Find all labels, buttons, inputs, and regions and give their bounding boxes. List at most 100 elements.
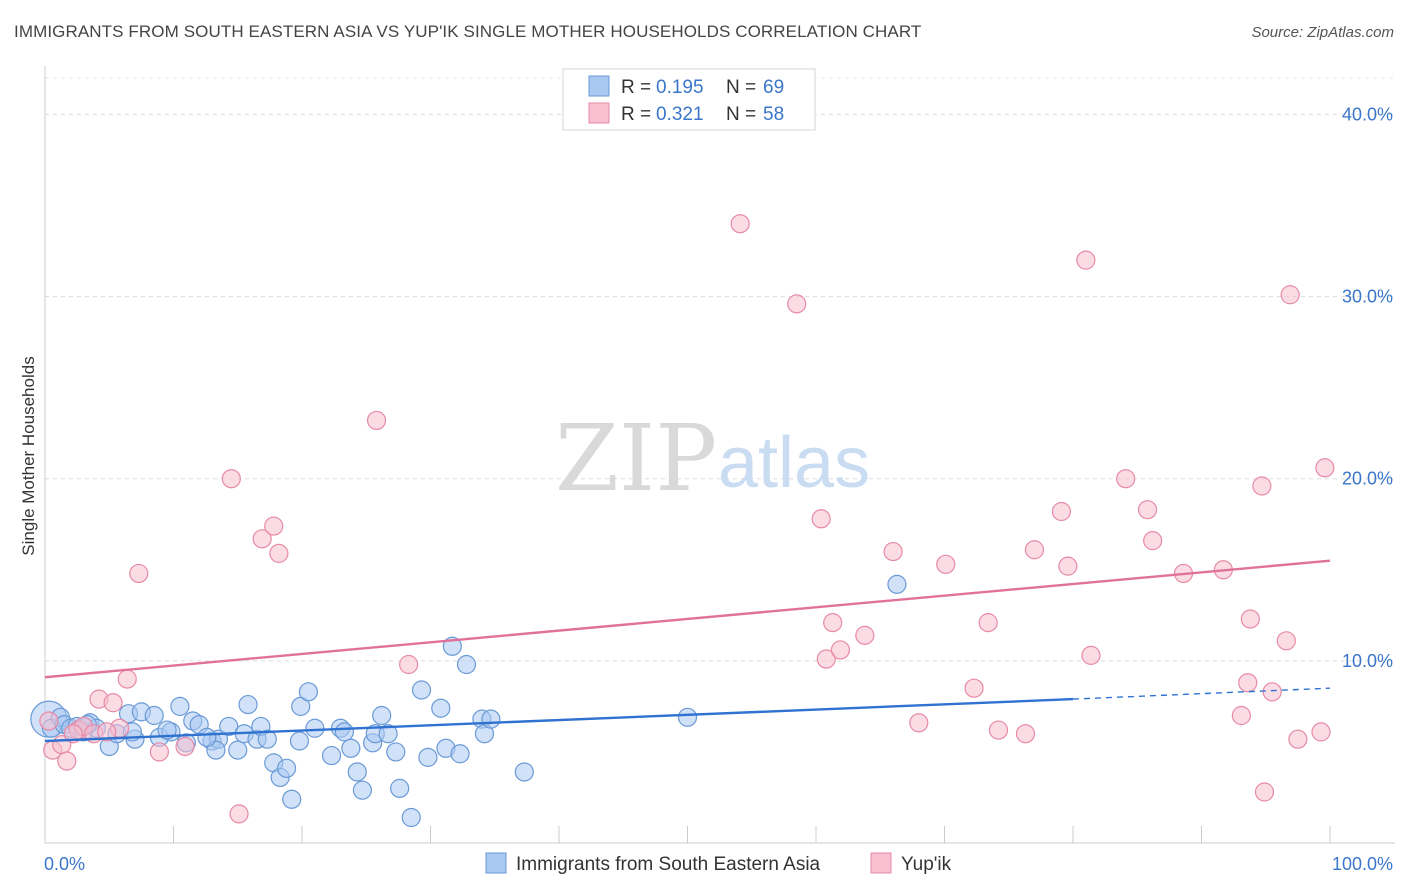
y-tick-label: 40.0% <box>1342 104 1393 124</box>
data-point-pink <box>1252 476 1272 496</box>
data-point-pink <box>1311 722 1331 742</box>
data-point-pink <box>252 529 272 549</box>
data-point-blue <box>372 705 392 726</box>
data-point-blue <box>386 742 406 762</box>
legend-swatch-pink <box>870 852 892 874</box>
data-point-pink <box>366 410 387 431</box>
data-point-pink <box>988 720 1009 740</box>
legend-r-value: 0.195 <box>656 77 704 98</box>
legend-swatch-blue <box>485 852 507 874</box>
data-point-blue <box>341 738 361 758</box>
data-point-pink <box>39 711 59 731</box>
data-point-blue <box>321 745 342 766</box>
data-point-blue <box>144 705 164 726</box>
data-point-pink <box>1051 501 1072 522</box>
data-point-pink <box>964 678 984 698</box>
legend-swatch-blue <box>588 75 610 97</box>
data-point-blue <box>298 682 319 702</box>
data-point-pink <box>1231 705 1251 726</box>
data-point-blue <box>305 718 325 738</box>
data-point-blue <box>390 778 410 798</box>
data-point-pink <box>175 736 195 757</box>
y-tick-label: 10.0% <box>1342 651 1393 671</box>
data-point-pink <box>264 516 284 536</box>
data-point-pink <box>1076 250 1096 270</box>
legend-r-label: R = <box>621 104 651 125</box>
chart-title: IMMIGRANTS FROM SOUTH EASTERN ASIA VS YU… <box>14 22 922 41</box>
data-point-pink <box>1240 609 1260 629</box>
data-point-pink <box>63 724 83 744</box>
watermark-zip: ZIP <box>555 405 717 512</box>
data-point-pink <box>787 294 807 314</box>
data-point-blue <box>514 762 534 782</box>
trend-line-blue <box>44 697 1074 743</box>
data-point-pink <box>149 742 169 762</box>
data-point-blue <box>352 780 372 800</box>
data-point-pink <box>978 613 998 633</box>
data-point-pink <box>1081 645 1101 665</box>
data-point-pink <box>811 509 831 529</box>
data-point-pink <box>1315 458 1335 478</box>
data-point-pink <box>1058 556 1078 576</box>
data-point-pink <box>855 625 875 645</box>
data-point-pink <box>1137 500 1158 520</box>
data-point-pink <box>1254 782 1275 802</box>
data-point-pink <box>117 669 137 689</box>
legend-series-label: Yup'ik <box>901 854 952 875</box>
x-tick-label: 100.0% <box>1332 854 1393 874</box>
data-point-blue <box>431 698 451 718</box>
data-point-blue <box>456 654 477 675</box>
data-point-blue <box>289 731 310 751</box>
trend-line-pink <box>44 559 1331 679</box>
data-point-pink <box>1262 682 1282 702</box>
watermark-atlas: atlas <box>718 423 870 503</box>
data-point-blue <box>197 727 217 747</box>
data-point-blue <box>347 762 367 782</box>
data-point-blue <box>276 758 297 778</box>
source-label: Source: ZipAtlas.com <box>1251 24 1394 41</box>
data-point-pink <box>57 751 77 771</box>
data-point-pink <box>730 214 750 234</box>
data-point-pink <box>1238 673 1258 693</box>
data-point-blue <box>411 680 432 700</box>
data-point-blue <box>334 722 355 742</box>
data-point-pink <box>97 722 117 742</box>
data-point-blue <box>378 724 398 744</box>
data-point-pink <box>1288 729 1308 749</box>
tick-labels: 10.0% 20.0% 30.0% 40.0% 0.0% 100.0% Single Mot… <box>19 104 1393 874</box>
data-point-pink <box>909 713 929 733</box>
data-point-pink <box>936 554 956 574</box>
data-point-pink <box>129 563 149 584</box>
legend-r-value: 0.321 <box>656 104 704 125</box>
data-point-pink <box>1143 531 1163 551</box>
y-tick-label: 30.0% <box>1342 287 1393 307</box>
trend-line-blue-extension <box>1072 687 1331 700</box>
data-point-blue <box>257 729 277 749</box>
x-tick-label: 0.0% <box>44 854 85 874</box>
data-point-blue <box>228 740 248 760</box>
y-tick-label: 20.0% <box>1342 469 1393 489</box>
legend-n-label: N = <box>726 77 756 98</box>
legend-series: Immigrants from South Eastern Asia Yup'i… <box>485 852 952 875</box>
data-point-blue <box>170 696 190 716</box>
legend-r-label: R = <box>621 77 651 98</box>
axes <box>44 66 1395 844</box>
y-axis-title: Single Mother Households <box>19 356 38 555</box>
data-point-blue <box>418 747 438 767</box>
data-point-blue <box>887 574 907 594</box>
data-point-pink <box>816 649 836 669</box>
trend-lines <box>44 559 1331 743</box>
watermark: ZIP atlas <box>555 405 870 512</box>
data-point-pink <box>229 804 249 824</box>
data-point-blue <box>481 709 501 729</box>
data-point-pink <box>221 469 241 489</box>
data-point-pink <box>1116 469 1136 489</box>
legend-stats: R = 0.195 N = 69 R = 0.321 N = 58 <box>562 68 816 131</box>
legend-n-label: N = <box>726 104 756 125</box>
data-point-pink <box>1276 631 1296 651</box>
data-point-pink <box>1015 724 1036 744</box>
data-point-pink <box>103 693 123 713</box>
legend-swatch-pink <box>588 102 610 124</box>
data-point-blue <box>282 789 302 809</box>
